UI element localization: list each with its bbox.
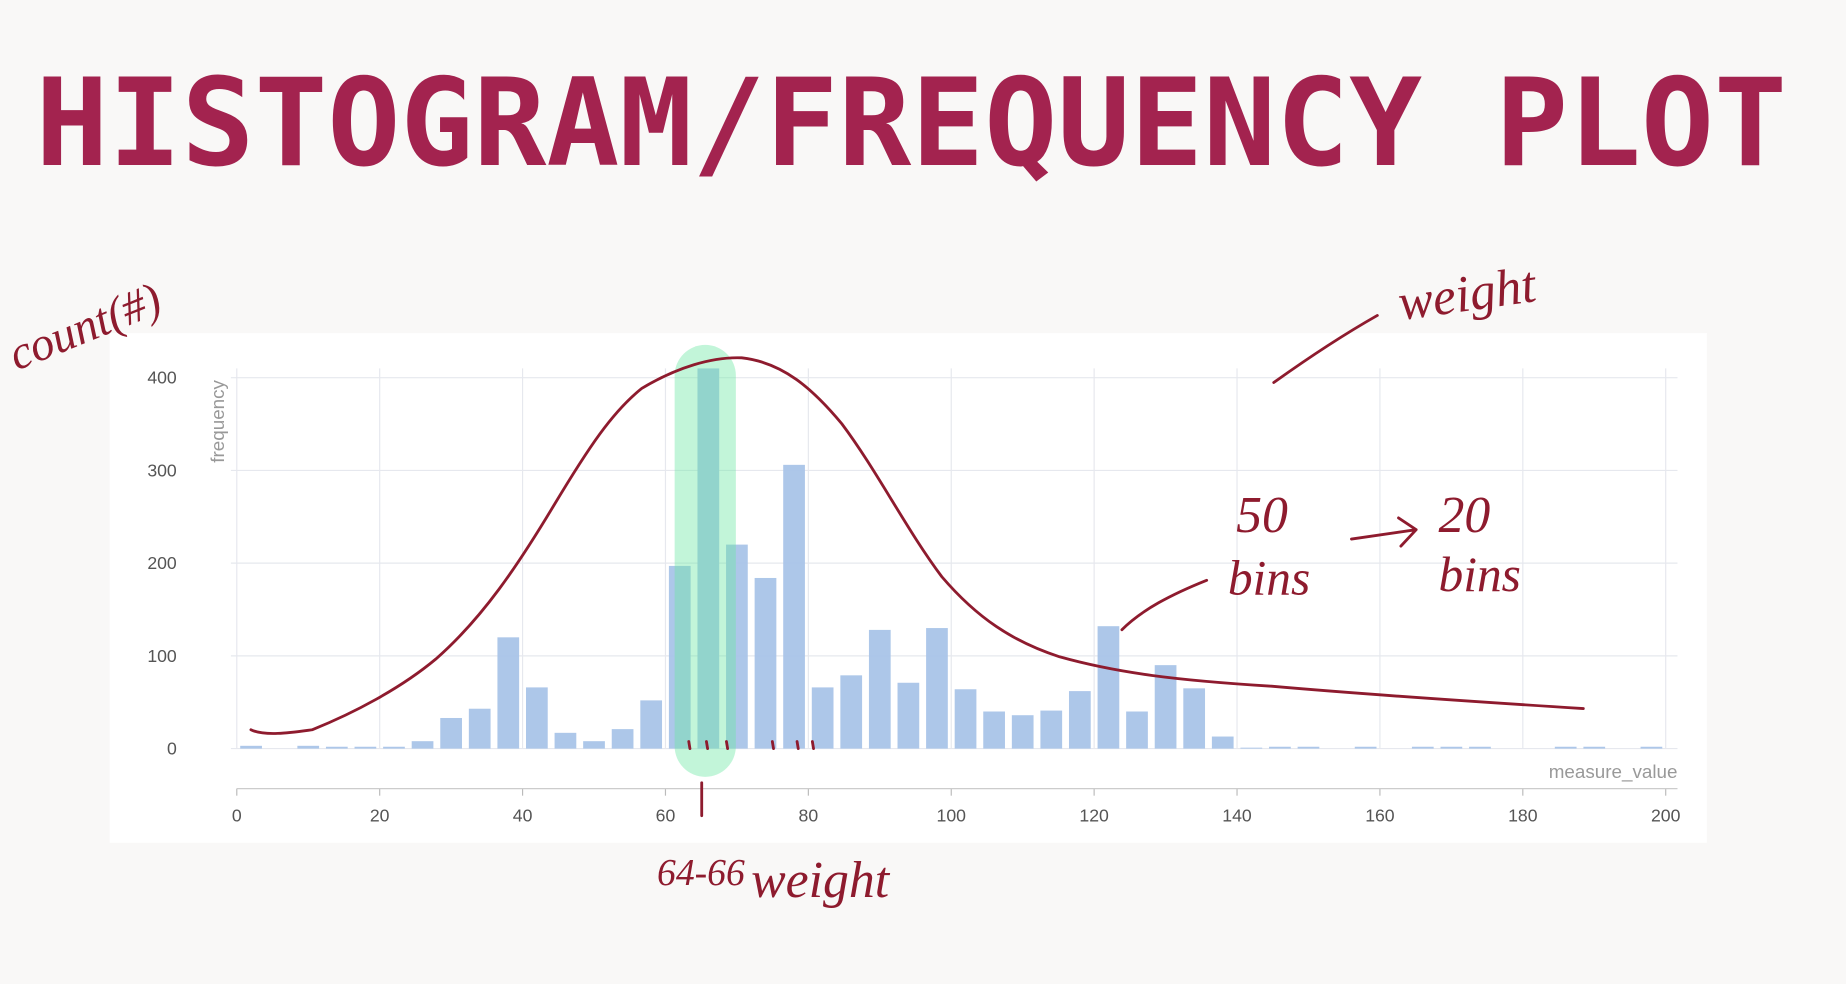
bar: [1554, 746, 1577, 749]
bar: [983, 711, 1005, 749]
bar: [1583, 746, 1606, 749]
bar: [1097, 626, 1120, 749]
bar: [1126, 711, 1148, 749]
x-tick-label: 120: [1079, 806, 1109, 826]
bar: [868, 629, 891, 749]
pen-stroke: [1120, 578, 1209, 632]
x-axis-title: measure_value: [1549, 761, 1678, 783]
pen-stroke: [687, 740, 815, 818]
x-tick-label: 160: [1365, 806, 1395, 826]
bar: [1211, 736, 1234, 749]
annotation: 64-66: [657, 852, 745, 894]
bar: [1469, 746, 1491, 749]
x-tick-label: 40: [513, 806, 533, 826]
arrow: [1350, 516, 1418, 548]
bar: [583, 741, 605, 749]
bar: [611, 729, 634, 749]
bars: [240, 368, 1663, 749]
bar: [1269, 746, 1291, 749]
highlight: [674, 344, 736, 777]
bar: [640, 700, 663, 749]
x-tick-label: 20: [370, 806, 390, 826]
y-tick-label: 200: [147, 553, 177, 573]
density-curve: [249, 356, 1585, 735]
x-tick-label: 60: [656, 806, 676, 826]
grid: 0 100 200 300 400 0 20 40 60 80 100 120 140 160 180 200: [147, 368, 1680, 826]
bar: [668, 565, 691, 749]
bar: [954, 689, 977, 749]
x-tick-label: 0: [232, 806, 242, 826]
bar: [1011, 715, 1034, 749]
x-tick-label: 100: [937, 806, 967, 826]
bar: [297, 745, 320, 749]
chart-panel: [109, 333, 1707, 843]
pen-stroke: [1272, 314, 1379, 384]
bar: [1297, 746, 1320, 749]
bar: [354, 746, 377, 749]
bar: [1240, 747, 1263, 749]
bar: [411, 741, 434, 749]
bar: [383, 746, 405, 749]
bar: [926, 628, 948, 749]
bar: [726, 544, 748, 749]
annotation: 50: [1236, 487, 1288, 544]
x-tick-label: 180: [1508, 806, 1538, 826]
bar: [325, 746, 348, 749]
bar: [1154, 665, 1177, 749]
bar: [554, 732, 577, 749]
bar: [1440, 746, 1463, 749]
y-tick-label: 300: [147, 460, 177, 480]
bar: [497, 637, 520, 749]
bar: [697, 368, 720, 749]
bar: [1183, 688, 1206, 749]
bar: [754, 577, 777, 749]
annotation: bins: [1228, 550, 1310, 605]
bar: [440, 717, 462, 749]
annotation: weight: [751, 852, 891, 909]
annotation: 20: [1439, 487, 1491, 544]
x-tick-label: 140: [1222, 806, 1252, 826]
bar: [526, 687, 548, 749]
annotation: bins: [1439, 547, 1521, 602]
bar: [1068, 691, 1091, 749]
y-tick-label: 400: [147, 368, 177, 388]
x-tick-label: 200: [1651, 806, 1681, 826]
slide-title: HISTOGRAM/FREQUENCY PLOT: [36, 52, 1788, 194]
y-axis-title: frequency: [207, 379, 228, 462]
bar: [1354, 746, 1377, 749]
y-tick-label: 0: [167, 738, 177, 758]
bar: [1411, 746, 1434, 749]
x-tick-label: 80: [799, 806, 819, 826]
bar: [468, 708, 491, 749]
bar: [1640, 746, 1663, 749]
y-tick-label: 100: [147, 646, 177, 666]
bar: [811, 687, 834, 749]
bar: [1040, 710, 1063, 749]
bar: [240, 745, 262, 749]
bar: [897, 682, 920, 749]
bar: [840, 675, 863, 749]
bar: [783, 464, 805, 749]
